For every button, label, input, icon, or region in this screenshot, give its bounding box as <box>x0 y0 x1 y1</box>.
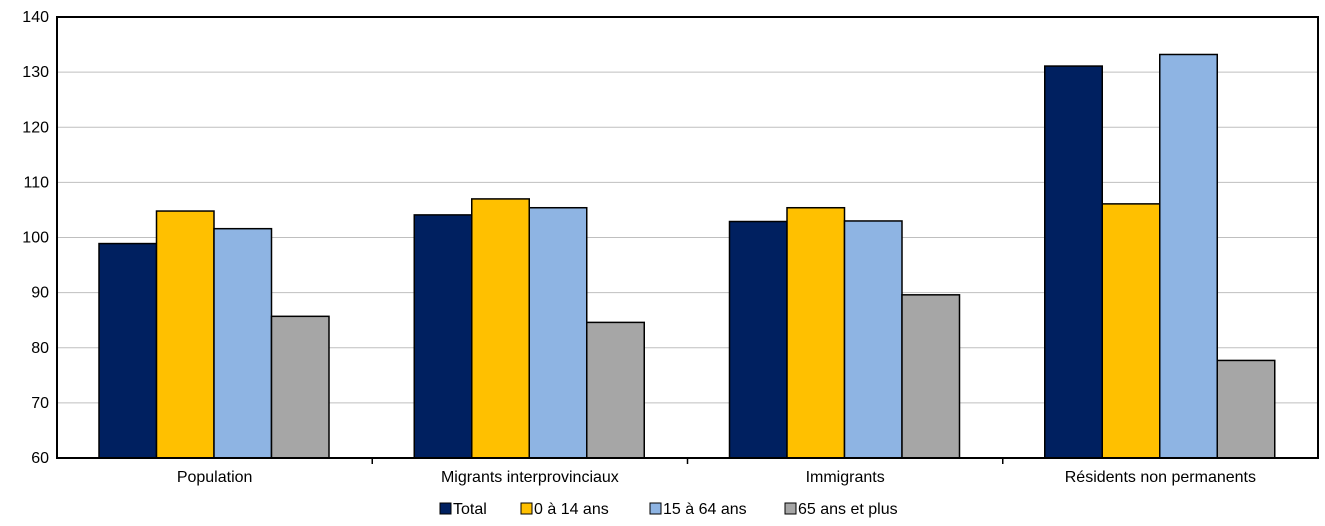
bar-4-4 <box>1216 359 1276 459</box>
legend-swatch <box>520 502 533 515</box>
bar-3-3 <box>843 220 903 459</box>
y-tick-label: 110 <box>23 174 49 191</box>
bar-1-1 <box>98 242 158 459</box>
bar-1-2 <box>413 214 473 459</box>
axes: 60 70 80 90 100 110 120 130 140 Population Migrant… <box>22 9 1256 486</box>
legend-swatch <box>649 502 662 515</box>
bar-2-1 <box>155 210 215 459</box>
legend: Total 0 à 14 ans 15 à 64 ans 65 ans et plus <box>439 501 898 518</box>
bar-3-4 <box>1159 53 1218 459</box>
bar-2-4 <box>1101 203 1161 459</box>
legend-label: 65 ans et plus <box>798 501 898 518</box>
x-category-label: Migrants interprovinciaux <box>441 469 619 486</box>
bar-1-3 <box>728 220 788 459</box>
y-tick-label: 100 <box>22 230 49 247</box>
legend-label: 0 à 14 ans <box>534 501 609 518</box>
bar-4-1 <box>270 315 330 459</box>
y-tick-label: 120 <box>22 119 49 136</box>
bar-4-2 <box>586 321 645 459</box>
bar-4-3 <box>901 294 961 459</box>
bar-3-1 <box>213 227 273 459</box>
legend-label: Total <box>453 501 487 518</box>
bars <box>98 53 1276 459</box>
y-tick-label: 90 <box>31 285 49 302</box>
y-tick-label: 60 <box>31 450 49 467</box>
x-category-label: Immigrants <box>806 469 885 486</box>
x-category-label: Population <box>177 469 253 486</box>
y-tick-label: 80 <box>31 340 49 357</box>
y-tick-label: 130 <box>22 64 49 81</box>
bar-3-2 <box>528 206 588 459</box>
y-tick-label: 140 <box>22 9 49 26</box>
bar-2-2 <box>471 198 530 459</box>
bar-2-3 <box>786 206 846 459</box>
legend-swatch <box>784 502 797 515</box>
legend-label: 15 à 64 ans <box>663 501 747 518</box>
y-tick-label: 70 <box>31 395 49 412</box>
x-category-label: Résidents non permanents <box>1065 469 1256 486</box>
bar-1-4 <box>1044 65 1103 459</box>
legend-swatch <box>439 502 452 515</box>
